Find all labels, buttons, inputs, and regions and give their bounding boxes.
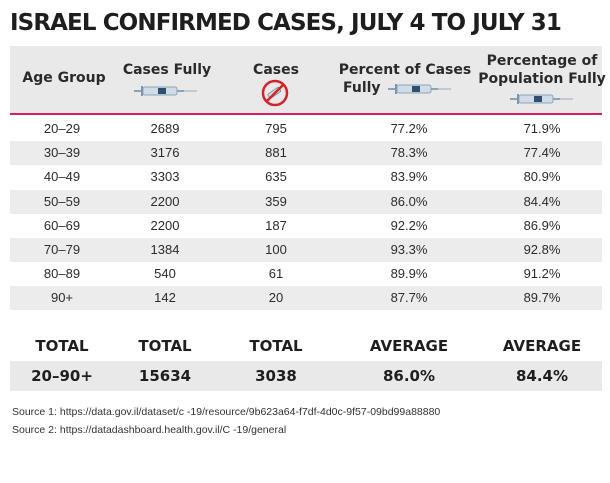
header-percent-cases-fully: Percent of Cases	[338, 62, 472, 78]
cell-pct-population-fully: 92.8%	[523, 242, 561, 257]
cell-pct-population-fully: 86.9%	[523, 217, 561, 233]
summary-pct-population: 84.4%	[515, 367, 569, 385]
table-row: 20–29 2689 795 77.2% 71.9%	[10, 117, 602, 141]
table-row: 60–69 2200 187 92.2% 86.9%	[10, 214, 602, 238]
cell-pct-population-fully: 80.9%	[523, 169, 561, 185]
cell-cases: 359	[265, 193, 287, 209]
cell-cases: 61	[268, 266, 284, 282]
cell-pct-cases-fully: 92.2%	[390, 217, 428, 233]
footer-label-age: TOTAL	[35, 337, 89, 355]
table-row: 30–39 3176 881 78.3% 77.4%	[10, 141, 602, 166]
header-percent-cases-fully-line2: Fully	[343, 80, 381, 96]
cell-pct-cases-fully: 83.9%	[390, 169, 428, 185]
cell-cases-fully: 2689	[150, 121, 180, 136]
summary-age: 20–90+	[31, 367, 93, 385]
cell-pct-cases-fully: 78.3%	[390, 145, 428, 161]
header-divider	[10, 113, 602, 115]
syringe-icon	[134, 86, 197, 96]
cell-pct-population-fully: 71.9%	[523, 121, 561, 136]
cell-pct-cases-fully: 77.2%	[390, 121, 428, 136]
cell-pct-population-fully: 89.7%	[523, 290, 561, 306]
footer-label-cases: TOTAL	[249, 337, 303, 355]
no-syringe-icon	[261, 79, 289, 107]
cell-cases: 881	[265, 145, 287, 161]
cell-cases-fully: 2200	[150, 193, 180, 209]
summary-cases: 3038	[255, 367, 297, 385]
cell-age: 60–69	[43, 217, 81, 233]
cell-pct-cases-fully: 89.9%	[390, 266, 428, 282]
table-row: 80–89 540 61 89.9% 91.2%	[10, 262, 602, 286]
header-age-group: Age Group	[22, 70, 106, 86]
cell-pct-cases-fully: 93.3%	[390, 242, 428, 257]
cell-pct-population-fully: 91.2%	[523, 266, 561, 282]
cell-cases: 635	[265, 169, 287, 185]
cell-age: 50–59	[43, 193, 81, 209]
cell-age: 40–49	[43, 169, 81, 185]
cell-age: 70–79	[43, 242, 81, 257]
header-cases-fully: Cases Fully	[122, 62, 212, 78]
cell-pct-cases-fully: 87.7%	[390, 290, 428, 306]
footer-label-cases-fully: TOTAL	[138, 337, 192, 355]
cell-pct-population-fully: 84.4%	[523, 193, 561, 209]
cell-cases: 187	[265, 217, 287, 233]
cell-cases: 100	[265, 242, 287, 257]
header-cases: Cases	[253, 62, 299, 78]
source-2: Source 2: https://datadashboard.health.g…	[12, 424, 287, 436]
cell-cases: 20	[268, 290, 284, 306]
chart-title: ISRAEL CONFIRMED CASES, JULY 4 TO JULY 3…	[10, 10, 562, 36]
footer-label-pct-population: AVERAGE	[502, 337, 582, 355]
cell-cases-fully: 540	[154, 266, 176, 282]
summary-pct-cases: 86.0%	[382, 367, 436, 385]
cell-age: 30–39	[43, 145, 81, 161]
footer-labels-row: TOTAL TOTAL TOTAL AVERAGE AVERAGE	[10, 333, 602, 359]
cell-pct-cases-fully: 86.0%	[390, 193, 428, 209]
cell-cases-fully: 1384	[150, 242, 180, 257]
syringe-icon	[510, 94, 573, 104]
cell-cases-fully: 3176	[150, 145, 180, 161]
table-row: 50–59 2200 359 86.0% 84.4%	[10, 189, 602, 214]
cell-cases-fully: 3303	[150, 169, 180, 185]
table-row: 40–49 3303 635 83.9% 80.9%	[10, 165, 602, 189]
syringe-icon	[388, 84, 451, 94]
footer-label-pct-cases: AVERAGE	[369, 337, 449, 355]
table-row: 70–79 1384 100 93.3% 92.8%	[10, 238, 602, 262]
cell-age: 90+	[50, 290, 74, 306]
source-1: Source 1: https://data.gov.il/dataset/c …	[12, 406, 441, 418]
table-header	[10, 46, 602, 114]
cell-pct-population-fully: 77.4%	[523, 145, 561, 161]
cell-cases-fully: 142	[154, 290, 176, 306]
header-percentage-population: Percentage of	[486, 53, 598, 69]
table-row: 90+ 142 20 87.7% 89.7%	[10, 286, 602, 311]
cell-age: 80–89	[43, 266, 81, 282]
summary-cases-fully: 15634	[138, 367, 192, 385]
cell-age: 20–29	[43, 121, 81, 136]
header-percentage-population-line2: Population Fully	[478, 71, 606, 87]
cell-cases: 795	[265, 121, 287, 136]
summary-row: 20–90+ 15634 3038 86.0% 84.4%	[10, 361, 602, 391]
cell-cases-fully: 2200	[150, 217, 180, 233]
